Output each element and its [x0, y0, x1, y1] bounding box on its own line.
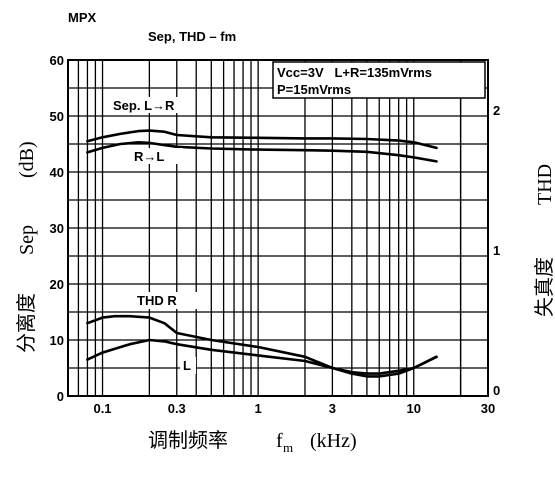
conditions-line-2: P=15mVrms: [277, 82, 351, 97]
left-y-tick-label: 30: [50, 221, 64, 236]
series-line-sep-l-r: [86, 129, 438, 150]
left-y-tick-label: 10: [50, 333, 64, 348]
series-label-thd: THD R: [137, 293, 177, 308]
right-y-tick-label: 1: [493, 243, 500, 258]
x-axis-unit: (kHz): [310, 430, 357, 452]
conditions-line-1: Vcc=3V L+R=135mVrms: [277, 65, 432, 80]
plot-frame: [67, 59, 489, 397]
label-bg-lr: [109, 97, 183, 113]
right-axis-label-cn: 失真度: [532, 257, 555, 317]
left-y-ticks: 0 10 20 30 40 50 60: [50, 53, 64, 404]
header-tag: MPX: [68, 10, 97, 25]
left-y-tick-label: 40: [50, 165, 64, 180]
left-y-tick-label: 60: [50, 53, 64, 68]
series-labels: Sep. L→R R→L THD R L: [109, 97, 202, 374]
label-bg-rl: [131, 148, 183, 164]
x-axis-symbol: f: [276, 430, 283, 452]
chart-title: Sep, THD – fm: [148, 29, 236, 44]
x-ticks: 0.1 0.3 1 3 10 30: [93, 401, 495, 416]
series-label-lr: Sep. L→R: [113, 98, 175, 113]
x-tick-label: 0.1: [93, 401, 111, 416]
x-axis-label-cn: 调制频率: [148, 428, 228, 452]
right-y-tick-label: 2: [493, 103, 500, 118]
left-axis-unit: (dB): [16, 141, 38, 178]
right-y-tick-label: 0: [493, 383, 500, 398]
conditions-box: Vcc=3V L+R=135mVrms P=15mVrms: [272, 61, 486, 99]
x-tick-label: 10: [407, 401, 421, 416]
label-bg-thd: [134, 292, 202, 309]
series-label-rl: R→L: [134, 149, 164, 164]
x-axis-subscript: m: [283, 440, 293, 455]
x-tick-label: 0.3: [168, 401, 186, 416]
left-y-tick-label: 20: [50, 277, 64, 292]
series-label-l: L: [183, 358, 191, 373]
left-y-tick-label: 0: [57, 389, 64, 404]
right-axis-label-en: THD: [534, 164, 555, 205]
left-axis-label-en: Sep: [16, 225, 38, 255]
right-y-ticks: 0 1 2: [493, 103, 500, 398]
series-group: [86, 129, 438, 378]
conditions-background: [272, 61, 486, 99]
x-tick-label: 3: [329, 401, 336, 416]
series-line-l: [86, 338, 438, 375]
left-axis-label-cn: 分离度: [14, 293, 38, 353]
series-line-r-l: [86, 141, 438, 163]
series-line-thd-r: [86, 314, 438, 378]
x-tick-label: 30: [481, 401, 495, 416]
x-tick-label: 1: [255, 401, 262, 416]
label-bg-l: [180, 357, 196, 374]
left-y-tick-label: 50: [50, 109, 64, 124]
